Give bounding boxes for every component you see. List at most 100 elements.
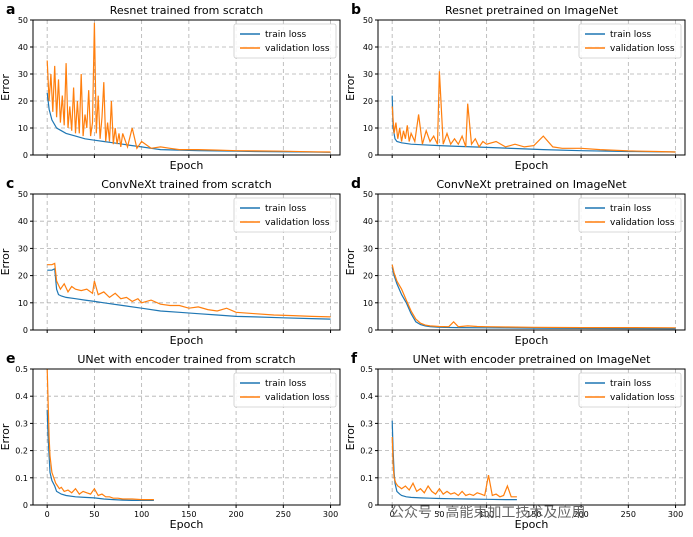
legend: train loss validation loss [578,23,682,59]
series-line-train-loss [391,267,676,330]
series-line-validation-loss [391,264,676,329]
y-tick-label: 40 [18,43,28,52]
x-tick-label: 100 [134,510,149,519]
y-axis-label: Error [344,423,357,450]
x-tick-label: 300 [668,510,683,519]
y-tick-label: 0 [368,501,373,510]
legend-label: train loss [610,30,652,40]
series-line-validation-loss [46,369,154,501]
legend-label: validation loss [610,393,675,403]
chart-title: ConvNeXt pretrained on ImageNet [436,178,627,191]
y-axis-label: Error [0,248,12,275]
y-tick-label: 10 [363,299,373,308]
legend-label: train loss [610,204,652,214]
legend-box [578,197,682,233]
y-tick-label: 0.2 [360,447,373,456]
x-axis-label: Epoch [170,334,204,347]
y-axis-label: Error [0,423,12,450]
y-axis-label: Error [344,74,357,101]
y-tick-label: 50 [363,16,373,25]
x-tick-label: 100 [479,510,494,519]
panel-letter: b [351,2,361,18]
x-axis-label: Epoch [515,518,549,531]
plot-frame [32,368,341,506]
y-tick-label: 0.3 [15,419,28,428]
y-tick-label: 0.5 [15,365,28,374]
y-tick-label: 20 [363,272,373,281]
chart-title: Resnet trained from scratch [110,4,264,17]
y-tick-label: 0.5 [360,365,373,374]
y-tick-label: 0.4 [15,392,28,401]
panel-letter: c [6,176,14,192]
y-tick-label: 0.1 [360,474,373,483]
y-tick-label: 0.3 [360,419,373,428]
chart-title: Resnet pretrained on ImageNet [445,4,619,17]
legend: train loss validation loss [233,197,337,233]
legend: train loss validation loss [233,372,337,408]
series-line-train-loss [391,95,676,153]
plot-frame [377,368,686,506]
legend-label: train loss [265,30,307,40]
legend-label: train loss [610,379,652,389]
x-tick-label: 150 [526,510,541,519]
y-tick-label: 50 [363,190,373,199]
legend-label: validation loss [610,218,675,228]
chart-title: UNet with encoder trained from scratch [77,353,295,366]
y-axis-label: Error [344,248,357,275]
plot-frame [32,19,341,156]
x-tick-label: 250 [621,510,636,519]
y-tick-label: 50 [18,190,28,199]
series-line-validation-loss [47,262,331,318]
legend-box [233,23,337,59]
panel-letter: e [6,351,16,367]
legend-label: validation loss [265,44,330,54]
y-tick-label: 10 [18,124,28,133]
y-tick-label: 0 [23,326,28,335]
panel-b: 0 10 20 30 40 50 Resnet pretrained on ImageNet… [344,2,686,172]
watermark-text: 公众号 · 高能束加工技术及应用 [390,504,585,521]
y-tick-label: 0 [368,151,373,160]
x-tick-label: 250 [276,510,291,519]
panel-letter: a [6,2,15,18]
x-tick-label: 150 [181,510,196,519]
legend-label: validation loss [265,393,330,403]
x-axis-label: Epoch [515,159,549,172]
y-tick-label: 40 [363,217,373,226]
y-tick-label: 0 [23,151,28,160]
y-tick-label: 10 [363,124,373,133]
plot-frame [377,19,686,156]
series-line-train-loss [47,267,331,320]
x-tick-label: 50 [434,510,444,519]
y-tick-label: 0 [368,326,373,335]
y-tick-label: 50 [18,16,28,25]
legend: train loss validation loss [578,372,682,408]
y-tick-label: 0.4 [360,392,373,401]
series-line-validation-loss [391,436,517,498]
x-tick-label: 300 [323,510,338,519]
legend-label: validation loss [265,218,330,228]
legend-box [233,372,337,408]
series-line-train-loss [46,409,154,501]
legend: train loss validation loss [233,23,337,59]
y-tick-label: 10 [18,299,28,308]
legend-box [578,372,682,408]
legend-label: validation loss [610,44,675,54]
y-tick-label: 0.2 [15,447,28,456]
x-tick-label: 0 [45,510,50,519]
y-tick-label: 30 [18,244,28,253]
x-axis-label: Epoch [170,518,204,531]
y-tick-label: 40 [363,43,373,52]
series-line-validation-loss [391,71,676,153]
panel-f: 0 0.1 0.2 0.3 0.4 0.5 0 50 100 150 200 250 300 UNet w… [344,351,686,531]
y-tick-label: 0 [23,501,28,510]
x-tick-label: 0 [390,510,395,519]
panel-a: 0 10 20 30 40 50 Resnet trained from scratch a E… [0,2,341,172]
plot-frame [377,193,686,331]
y-tick-label: 20 [18,272,28,281]
chart-title: ConvNeXt trained from scratch [101,178,272,191]
legend-box [578,23,682,59]
panel-e: 0 0.1 0.2 0.3 0.4 0.5 0 50 100 150 200 250 300 UNet w… [0,351,341,531]
x-tick-label: 200 [228,510,243,519]
panel-d: 0 10 20 30 40 50 ConvNeXt pretrained on ImageN… [344,176,686,347]
